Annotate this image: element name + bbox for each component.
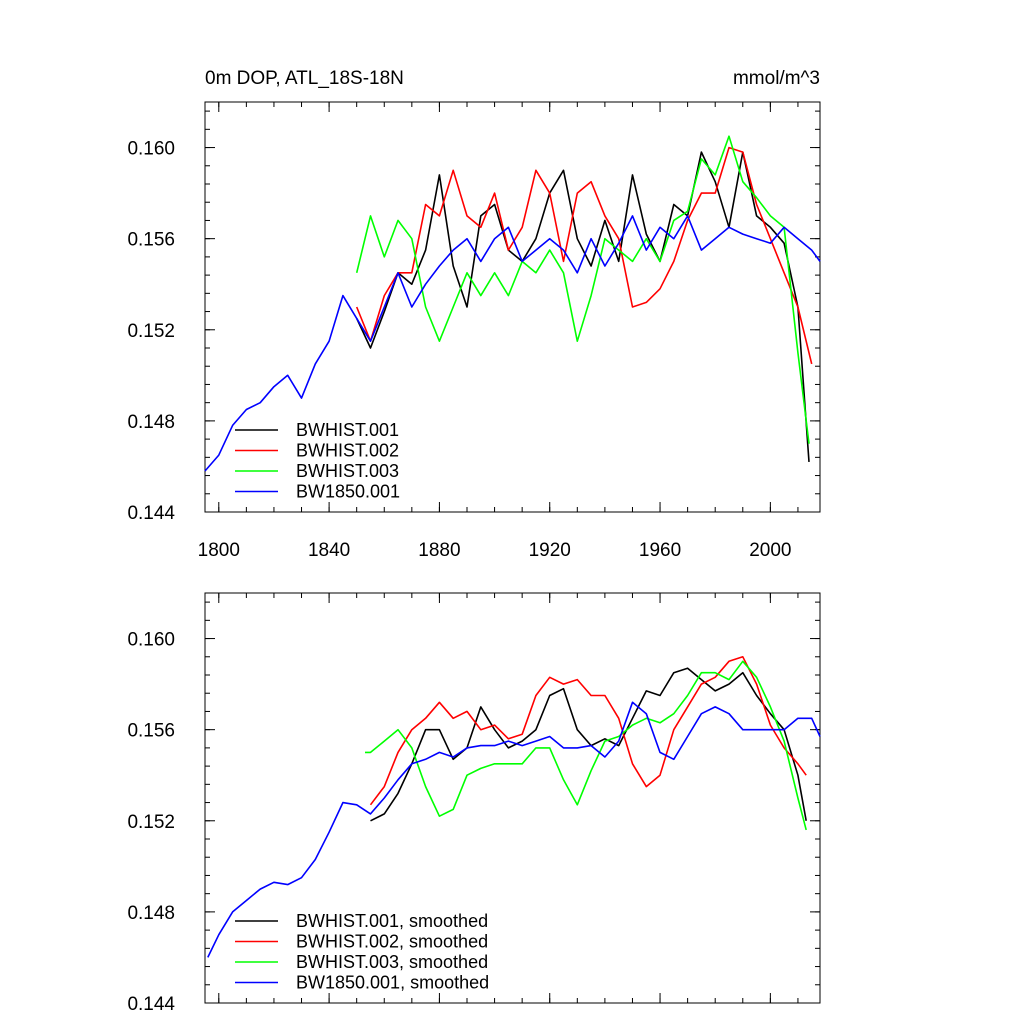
x-tick-label: 2000 [749, 540, 791, 561]
legend-label: BWHIST.003 [296, 461, 399, 481]
legend-label: BWHIST.001, smoothed [296, 911, 488, 931]
y-tick-label: 0.160 [127, 630, 175, 651]
legend-label: BW1850.001 [296, 482, 400, 502]
y-tick-label: 0.156 [127, 721, 175, 742]
y-tick-label: 0.148 [127, 412, 175, 433]
chart-title: 0m DOP, ATL_18S-18N [205, 68, 404, 89]
legend-label: BWHIST.002 [296, 441, 399, 461]
plot-frame [204, 101, 821, 513]
y-tick-label: 0.144 [127, 503, 175, 524]
series-line-bwhist-003 [355, 135, 810, 444]
x-tick-label: 1840 [308, 540, 350, 561]
legend-label: BWHIST.002, smoothed [296, 932, 488, 952]
series-line-bwhist-001 [355, 151, 810, 462]
series-line-bwhist-003-smoothed [365, 660, 807, 831]
series-line-bwhist-002 [355, 146, 813, 365]
x-tick-label: 1880 [418, 540, 460, 561]
series-line-bwhist-002-smoothed [369, 656, 807, 806]
legend-label: BWHIST.001 [296, 420, 399, 440]
x-tick-label: 1960 [639, 540, 681, 561]
top-panel: 0.144 0.148 0.152 0.156 0.160 1800 1840 1880 192… [127, 68, 821, 561]
y-tick-label: 0.152 [127, 812, 175, 833]
y-tick-label: 0.148 [127, 903, 175, 924]
x-tick-label: 1920 [529, 540, 571, 561]
y-tick-label: 0.160 [127, 139, 175, 160]
y-tick-label: 0.152 [127, 321, 175, 342]
series-line-bwhist-001-smoothed [370, 667, 807, 822]
bottom-panel: 0.144 0.148 0.152 0.156 0.160 BWHIST.001, smo… [127, 592, 821, 1015]
plot-frame [204, 592, 821, 1004]
units-label: mmol/m^3 [733, 68, 820, 89]
series-line-bw1850-001 [204, 215, 821, 472]
series-line-bw1850-001-smoothed [207, 701, 821, 958]
y-tick-label: 0.156 [127, 230, 175, 251]
x-tick-label: 1800 [198, 540, 240, 561]
legend-label: BWHIST.003, smoothed [296, 952, 488, 972]
legend-label: BW1850.001, smoothed [296, 973, 489, 993]
y-tick-label: 0.144 [127, 994, 175, 1015]
